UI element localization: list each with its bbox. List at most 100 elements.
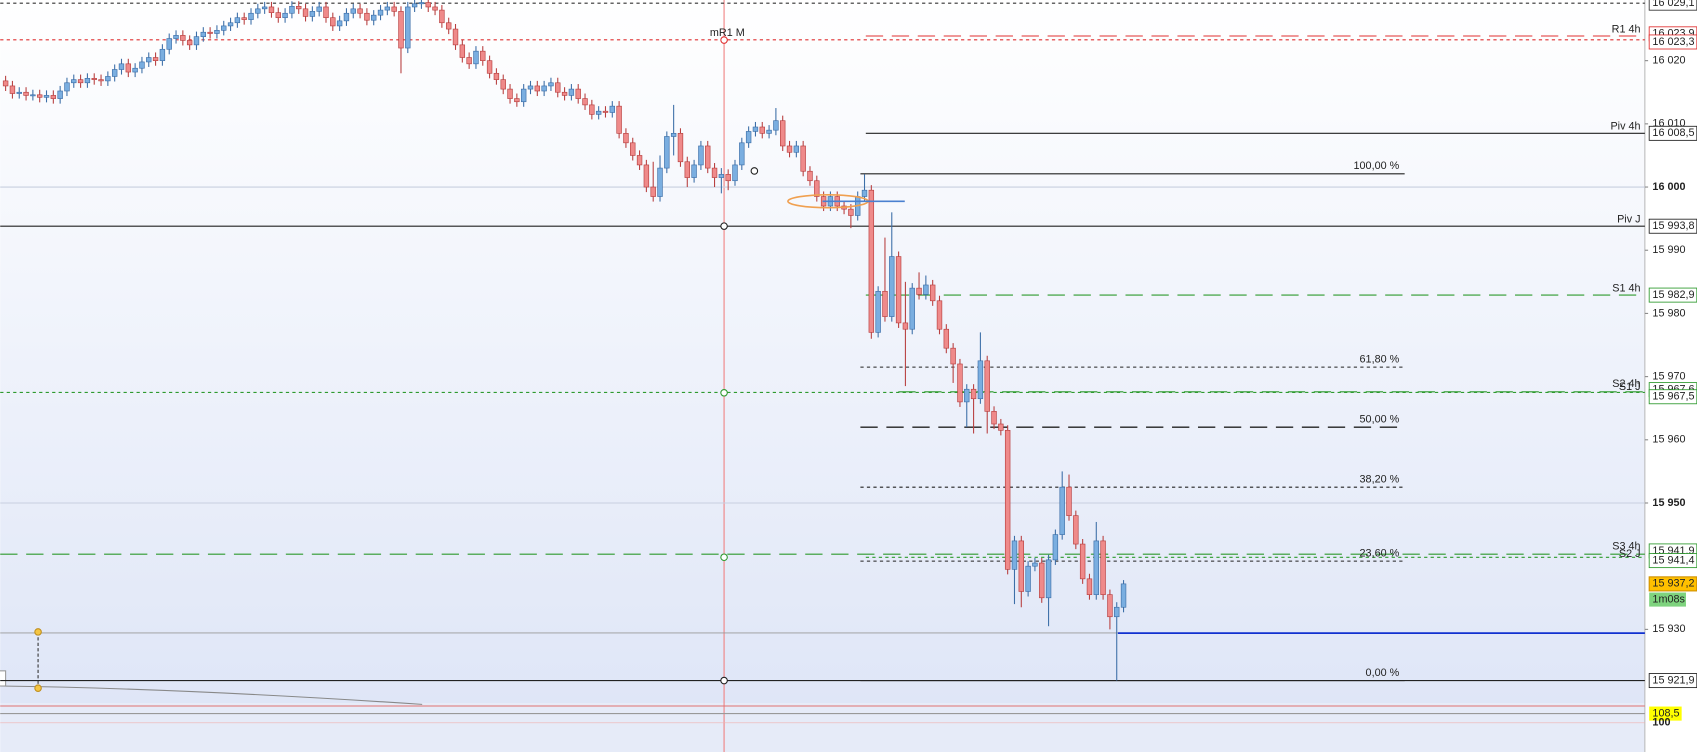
candle-body xyxy=(36,94,43,98)
candle-body xyxy=(773,120,779,131)
candle-body xyxy=(152,57,159,61)
candle-body xyxy=(759,126,765,134)
candles xyxy=(2,0,1127,681)
indicator-background xyxy=(0,703,1645,752)
level-label: S3 4h xyxy=(1612,540,1640,552)
timer-box xyxy=(1649,592,1686,607)
candle-body xyxy=(725,174,731,182)
candle-body xyxy=(793,145,800,153)
candle-body xyxy=(1093,540,1099,595)
candle-body xyxy=(1079,543,1086,580)
candle-body xyxy=(146,57,152,63)
candle-body xyxy=(984,360,990,412)
candle-body xyxy=(91,78,97,80)
candle-body xyxy=(684,161,690,178)
candle-body xyxy=(875,290,881,333)
price-label: 15 921,9 xyxy=(1652,674,1694,686)
indicator-label: 108,5 xyxy=(1652,707,1679,719)
candle-body xyxy=(125,63,132,73)
candle-body xyxy=(255,8,261,14)
candle-body xyxy=(957,363,963,403)
candle-body xyxy=(411,3,418,8)
candle-body xyxy=(814,180,820,197)
candle-body xyxy=(1066,486,1072,516)
candle-body xyxy=(909,287,915,330)
candle-body xyxy=(193,36,200,46)
candle-body xyxy=(848,208,854,216)
candle-body xyxy=(480,50,486,61)
fib-label: 38,20 % xyxy=(1360,473,1400,485)
candle-body xyxy=(705,145,711,169)
candle-body xyxy=(500,79,506,90)
candle-body xyxy=(248,12,254,20)
candle-body xyxy=(575,88,581,99)
candle-body xyxy=(289,5,295,14)
candle-body xyxy=(916,287,922,295)
price-label: 15 993,8 xyxy=(1652,220,1694,232)
fib-label: 50,00 % xyxy=(1360,413,1400,425)
candle-body xyxy=(923,284,929,295)
candle-body xyxy=(473,50,479,65)
level-label: S2 J xyxy=(1619,548,1641,560)
candle-body xyxy=(711,167,718,178)
price-label: 15 941,4 xyxy=(1652,554,1694,566)
candle-body xyxy=(275,12,281,19)
candle-body xyxy=(616,105,622,134)
y-tick-label: 15 970 xyxy=(1652,370,1685,382)
candle-body xyxy=(555,82,561,93)
candle-body xyxy=(282,12,288,19)
candle-body xyxy=(323,6,329,19)
candle-body xyxy=(459,44,466,58)
side-box xyxy=(0,670,7,687)
candle-body xyxy=(302,8,309,17)
candle-body xyxy=(384,6,391,11)
level-label: Piv J xyxy=(1617,214,1640,226)
candle-body xyxy=(316,6,322,12)
candle-body xyxy=(2,80,9,87)
candle-body xyxy=(486,60,493,74)
candle-body xyxy=(159,48,166,61)
price-axis: 16 020 16 010 16 000 15 990 15 980 15 970 15 9… xyxy=(1644,0,1697,729)
candle-body xyxy=(439,9,445,24)
candle-body xyxy=(1107,594,1113,618)
candle-body xyxy=(780,120,786,147)
candle-body xyxy=(261,6,268,10)
candle-body xyxy=(677,133,684,163)
candle-body xyxy=(889,256,895,317)
fib-label: 100,00 % xyxy=(1354,160,1400,172)
candle-body xyxy=(548,82,554,87)
candle-body xyxy=(493,72,500,80)
candle-body xyxy=(350,8,356,14)
y-tick-label: 16 010 xyxy=(1652,118,1685,130)
candle-body xyxy=(1114,606,1120,618)
price-label: 15 982,9 xyxy=(1652,289,1694,301)
candle-body xyxy=(936,300,943,330)
candle-body xyxy=(1045,559,1052,599)
candle-body xyxy=(71,79,77,84)
candle-body xyxy=(357,8,363,14)
candle-body xyxy=(336,20,343,27)
candle-body xyxy=(139,61,145,69)
candle-body xyxy=(173,35,179,39)
candle-body xyxy=(221,25,227,31)
candle-body xyxy=(84,78,91,84)
candle-body xyxy=(398,11,404,49)
candle-body xyxy=(657,167,663,197)
y-tick-label: 16 020 xyxy=(1652,55,1685,67)
candle-body xyxy=(609,105,616,113)
timer-label: 1m08s xyxy=(1652,593,1685,605)
candle-body xyxy=(602,110,609,113)
candle-body xyxy=(1052,534,1059,561)
candle-body xyxy=(268,6,275,13)
candle-body xyxy=(452,28,459,46)
fib-label: 61,80 % xyxy=(1360,353,1400,365)
candle-body xyxy=(405,6,411,49)
candle-body xyxy=(1025,565,1031,592)
candle-body xyxy=(732,164,738,182)
candle-body xyxy=(391,6,397,12)
candle-body xyxy=(214,30,220,34)
candle-body xyxy=(1018,540,1025,592)
candle-body xyxy=(514,98,520,103)
candle-body xyxy=(691,164,697,178)
